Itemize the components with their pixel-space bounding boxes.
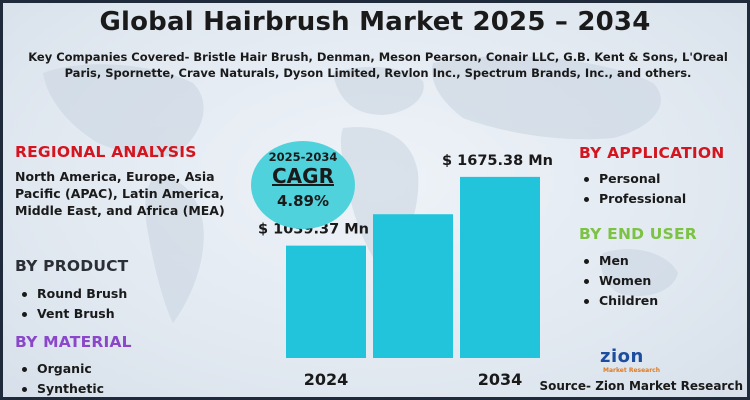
cagr-label: CAGR xyxy=(272,164,334,188)
zion-logo: zion xyxy=(600,346,644,367)
key-companies-text: Key Companies Covered- Bristle Hair Brus… xyxy=(28,50,728,80)
regional-analysis-text: North America, Europe, Asia Pacific (APA… xyxy=(15,169,225,218)
list-item: Men xyxy=(581,251,658,271)
end-user-list: Men Women Children xyxy=(581,251,658,311)
list-item: Organic xyxy=(19,359,104,379)
list-item: Personal xyxy=(581,169,686,189)
page-title: Global Hairbrush Market 2025 – 2034 xyxy=(99,7,651,37)
cagr-badge: 2025-2034 CAGR 4.89% xyxy=(251,141,355,229)
material-list: Organic Synthetic xyxy=(19,359,104,397)
list-item: Vent Brush xyxy=(19,304,127,324)
zion-logo-subtext: Market Research xyxy=(603,367,660,374)
list-item: Women xyxy=(581,271,658,291)
list-item: Round Brush xyxy=(19,284,127,304)
bar-2034 xyxy=(460,176,540,358)
list-item: Children xyxy=(581,291,658,311)
list-item: Professional xyxy=(581,189,686,209)
cagr-value: 4.89% xyxy=(276,192,330,210)
bar-middle xyxy=(373,214,453,358)
by-material-heading: BY MATERIAL xyxy=(15,333,132,351)
source-text: Source- Zion Market Research xyxy=(539,379,743,393)
by-product-heading: BY PRODUCT xyxy=(15,257,129,275)
regional-analysis-heading: REGIONAL ANALYSIS xyxy=(15,143,197,161)
product-list: Round Brush Vent Brush xyxy=(19,284,127,324)
bar-2024 xyxy=(286,245,366,358)
year-label: 2034 xyxy=(478,370,523,389)
application-list: Personal Professional xyxy=(581,169,686,209)
by-end-user-heading: BY END USER xyxy=(579,225,697,243)
cagr-years: 2025-2034 xyxy=(268,150,338,164)
list-item: Synthetic xyxy=(19,379,104,397)
bar-value-label: $ 1675.38 Mn xyxy=(442,153,553,169)
by-application-heading: BY APPLICATION xyxy=(579,144,725,162)
year-label: 2024 xyxy=(304,370,349,389)
